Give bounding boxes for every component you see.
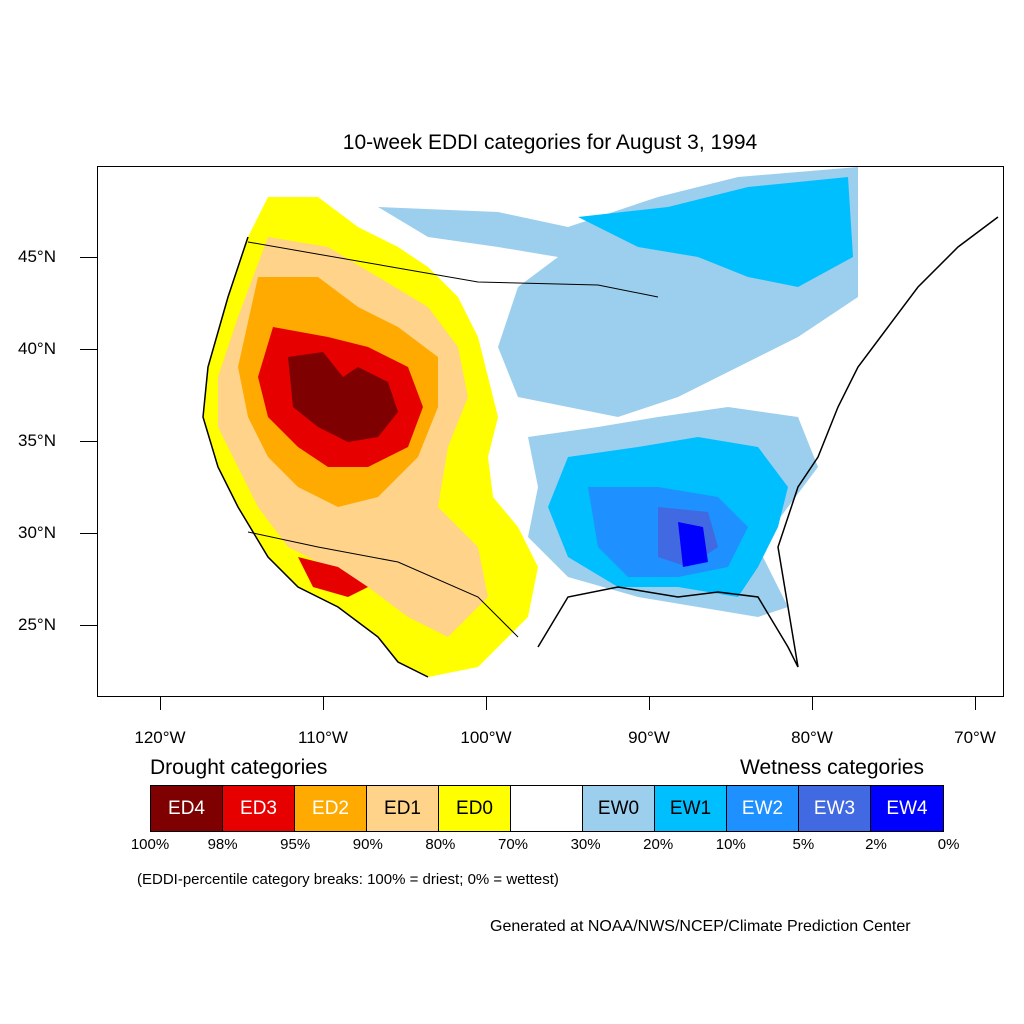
legend-break-label: 5% — [792, 836, 815, 853]
legend-break-label: 2% — [865, 836, 887, 853]
legend-swatch: ED0 — [439, 786, 511, 831]
legend-break-label: 10% — [715, 836, 746, 853]
legend-break-label: 20% — [643, 836, 674, 853]
legend-swatch: EW4 — [871, 786, 943, 831]
legend-break-label: 90% — [352, 836, 383, 853]
legend-swatch: EW0 — [583, 786, 655, 831]
legend-break-label: 0% — [937, 836, 960, 853]
legend-swatch: ED1 — [367, 786, 439, 831]
y-axis-label: 25°N — [18, 615, 56, 634]
x-axis-label: 120°W — [134, 728, 186, 747]
legend-break-label: 80% — [425, 836, 456, 853]
map-title: 10-week EDDI categories for August 3, 19… — [342, 131, 758, 154]
y-axis-tick — [80, 257, 97, 258]
x-axis-tick — [649, 697, 650, 710]
ed4-region-west — [288, 352, 398, 442]
x-axis-label: 80°W — [791, 728, 833, 747]
x-axis-label: 70°W — [954, 728, 996, 747]
legend-swatch: EW3 — [799, 786, 871, 831]
legend-swatch: EW1 — [655, 786, 727, 831]
border-mexico — [247, 531, 519, 638]
y-axis-tick — [80, 533, 97, 534]
y-axis-label: 40°N — [18, 339, 56, 358]
ew4-region-southeast — [678, 522, 708, 567]
x-axis-label: 110°W — [298, 728, 348, 747]
x-axis-tick — [975, 697, 976, 710]
drought-legend-title: Drought categories — [150, 756, 328, 779]
x-axis-label: 90°W — [628, 728, 670, 747]
border-canada — [247, 241, 659, 298]
legend-break-label: 30% — [570, 836, 601, 853]
legend-break-label: 95% — [280, 836, 311, 853]
y-axis-tick — [80, 625, 97, 626]
map-panel — [97, 166, 1004, 697]
category-note: (EDDI-percentile category breaks: 100% =… — [137, 871, 559, 888]
legend-swatch: EW2 — [727, 786, 799, 831]
legend-break-label: 98% — [207, 836, 238, 853]
legend-break-label: 70% — [497, 836, 529, 853]
y-axis-label: 45°N — [18, 247, 56, 266]
category-legend: ED4 ED3 ED2 ED1 ED0 EW0 EW1 EW2 EW3 EW4 — [150, 785, 944, 832]
credit-line: Generated at NOAA/NWS/NCEP/Climate Predi… — [490, 918, 911, 935]
legend-swatch: ED3 — [223, 786, 295, 831]
x-axis-label: 100°W — [460, 728, 512, 747]
ew1-region-north — [578, 177, 853, 287]
coastline-west — [202, 236, 429, 678]
legend-break-label: 100% — [130, 836, 170, 853]
legend-swatch — [511, 786, 583, 831]
x-axis-tick — [812, 697, 813, 710]
coastline-gulf-east — [537, 216, 999, 668]
x-axis-tick — [486, 697, 487, 710]
legend-swatch: ED2 — [295, 786, 367, 831]
eddi-map — [202, 167, 999, 678]
y-axis-label: 30°N — [18, 523, 56, 542]
legend-swatch: ED4 — [151, 786, 223, 831]
y-axis-tick — [80, 441, 97, 442]
x-axis-tick — [160, 697, 161, 710]
ed3-region-southwest — [298, 557, 368, 597]
y-axis-label: 35°N — [18, 431, 56, 450]
x-axis-tick — [323, 697, 324, 710]
wetness-legend-title: Wetness categories — [740, 756, 925, 779]
y-axis-tick — [80, 349, 97, 350]
